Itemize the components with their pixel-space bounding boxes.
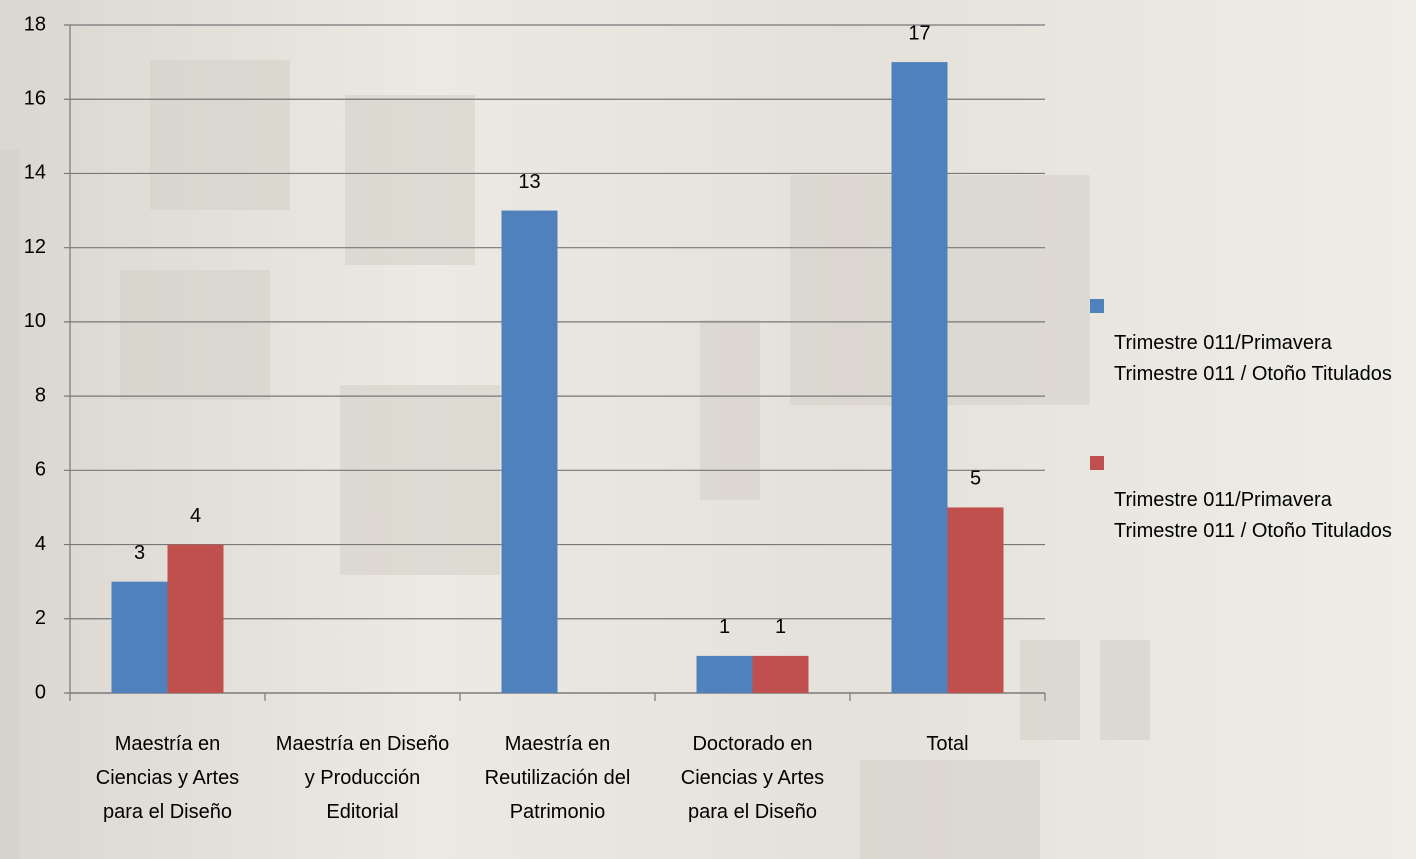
bar: [891, 62, 948, 694]
legend-label: Trimestre 011/Primavera Trimestre 011 / …: [1114, 332, 1392, 385]
y-tick-label: 10: [24, 310, 46, 332]
bar: [696, 655, 753, 693]
x-tick-label: Total: [926, 733, 969, 755]
legend-swatch: [1090, 456, 1104, 470]
bar: [501, 210, 558, 694]
x-tick-label: Maestría en Reutilización del Patrimonio: [484, 733, 631, 823]
y-tick-label: 14: [24, 162, 46, 184]
data-label: 5: [970, 468, 981, 490]
legend-label: Trimestre 011/Primavera Trimestre 011 / …: [1114, 489, 1392, 542]
bar: [111, 581, 168, 693]
bar: [947, 507, 1004, 693]
y-tick-label: 4: [35, 533, 46, 555]
legend-swatch: [1090, 299, 1104, 313]
x-tick-label: Doctorado en Ciencias y Artes para el Di…: [680, 733, 825, 823]
x-tick-label: Maestría en Ciencias y Artes para el Dis…: [95, 733, 240, 823]
y-tick-label: 6: [35, 459, 46, 481]
y-tick-label: 12: [24, 236, 46, 258]
y-tick-label: 16: [24, 88, 46, 110]
bar: [752, 655, 809, 693]
data-label: 13: [518, 171, 540, 193]
y-tick-label: 8: [35, 384, 46, 406]
data-label: 1: [775, 616, 786, 638]
data-label: 1: [719, 616, 730, 638]
x-tick-label: Maestría en Diseño y Producción Editoria…: [275, 733, 450, 823]
y-tick-label: 18: [24, 13, 46, 35]
data-label: 4: [190, 505, 201, 527]
y-tick-label: 0: [35, 681, 46, 703]
data-label: 3: [134, 542, 145, 564]
data-label: 17: [908, 22, 930, 44]
y-tick-label: 2: [35, 607, 46, 629]
bar: [167, 544, 224, 693]
